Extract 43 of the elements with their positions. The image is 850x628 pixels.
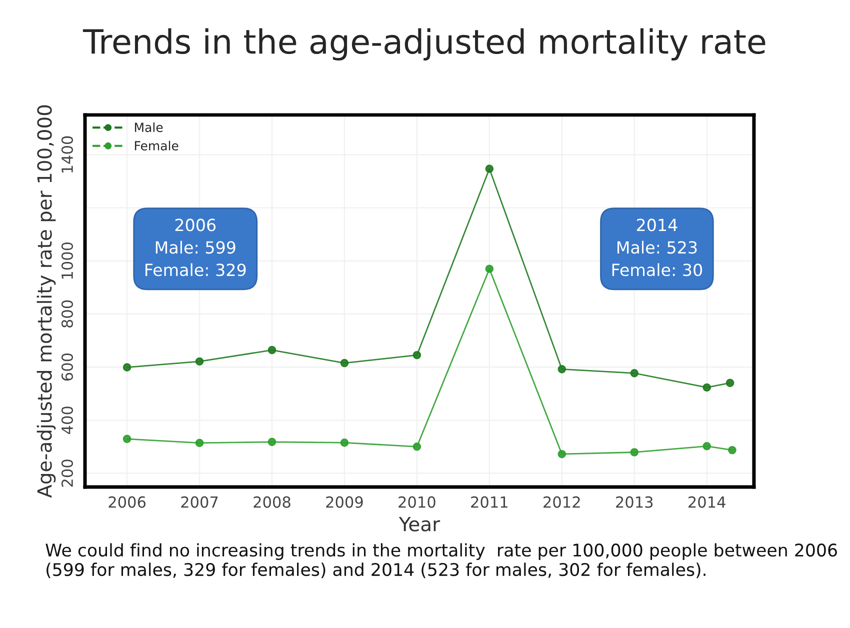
point [728,446,736,454]
x-tick-label: 2014 [688,496,726,508]
y-axis-title: Age-adjusted mortality rate per 100,000 [36,105,56,498]
x-tick-label: 2010 [398,496,436,508]
point [485,264,494,274]
point [558,450,566,458]
annotation: 2014 Male: 523 Female: 30 [612,218,702,276]
y-tick-label: 1000 [61,242,74,279]
point [122,434,132,444]
point [195,438,204,448]
point [340,438,349,447]
point [630,448,639,456]
x-tick-label: 2009 [326,496,363,508]
x-tick-label: 2011 [471,496,508,508]
y-tick-label: 400 [61,406,74,434]
y-tick-label: 1400 [61,136,74,172]
point [268,346,276,354]
point [558,365,566,374]
x-tick-label: 2007 [181,496,218,508]
annotation: 2006 Male: 599 Female: 329 [146,218,246,276]
chart-title: Trends in the age-adjusted mortality rate [82,28,766,61]
y-tick-label: 600 [61,353,74,381]
point [702,383,712,392]
point [702,442,712,450]
x-tick-label: 2012 [544,496,580,508]
point [412,350,422,360]
point [122,363,132,372]
point [412,442,422,451]
point [195,357,204,366]
point [726,378,734,388]
point [340,358,349,368]
legend-label: Female [134,140,178,150]
x-axis-title: Year [398,516,440,532]
point [268,438,276,446]
y-tick-label: 200 [61,460,74,487]
x-tick-label: 2008 [254,496,290,508]
point [630,368,639,378]
legend-label: Male [134,122,163,132]
text: We could find no increasing trends in the mortality rate per 100,000 people between 2006 (599 for males, 329 for females) and 2014 (523 for males, 302 for females). [46,543,837,578]
point [485,164,494,173]
x-tick-label: 2006 [108,496,146,508]
x-tick-label: 2013 [616,496,653,508]
y-tick-label: 800 [61,300,74,328]
